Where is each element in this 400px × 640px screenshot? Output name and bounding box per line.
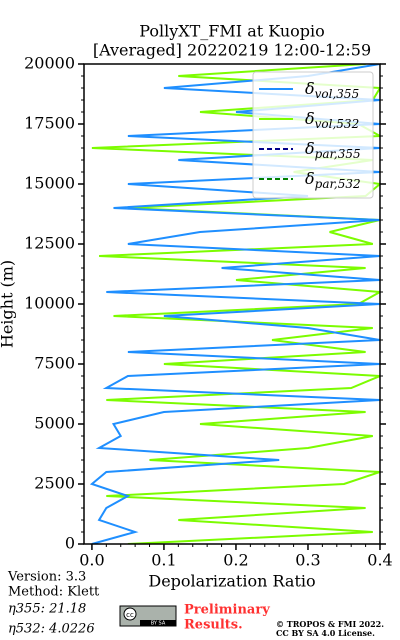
y-axis-label: Height (m) [0,260,17,348]
x-axis-label: Depolarization Ratio [148,572,315,591]
y-tick-label: 10000 [24,294,75,313]
x-tick-label: 0.3 [295,551,320,570]
chart-title: PollyXT_FMI at Kuopio [139,22,325,41]
version: Version: 3.3 [7,570,86,585]
eta532: η532: 4.0226 [8,622,95,637]
preliminary: Preliminary [184,603,270,618]
badge-circle [123,607,137,621]
preliminary: Results. [184,618,243,633]
y-tick-label: 0 [65,534,75,553]
chart-subtitle: [Averaged] 20220219 12:00-12:59 [93,41,371,60]
y-tick-label: 5000 [34,414,75,433]
license: CC BY SA 4.0 License. [276,628,375,638]
y-tick-label: 17500 [24,114,75,133]
legend-label: δvol,532 [305,109,359,131]
legend-label: δpar,355 [305,139,361,161]
legend-label: δvol,355 [305,79,359,101]
x-tick-label: 0.2 [223,551,248,570]
badge-by: BY SA [151,621,166,627]
badge-cc: cc [126,611,134,619]
eta355: η355: 21.18 [8,602,86,617]
x-tick-label: 0.0 [79,551,104,570]
y-tick-label: 12500 [24,234,75,253]
copyright: © TROPOS & FMI 2022. [276,619,384,629]
badge-strip [140,620,176,626]
y-tick-label: 2500 [34,474,75,493]
y-tick-label: 7500 [34,354,75,373]
x-tick-label: 0.1 [151,551,176,570]
y-tick-label: 20000 [24,54,75,73]
x-tick-label: 0.4 [367,551,392,570]
method: Method: Klett [8,585,100,600]
legend-box [252,71,374,199]
legend-label: δpar,532 [305,169,361,191]
y-tick-label: 15000 [24,174,75,193]
